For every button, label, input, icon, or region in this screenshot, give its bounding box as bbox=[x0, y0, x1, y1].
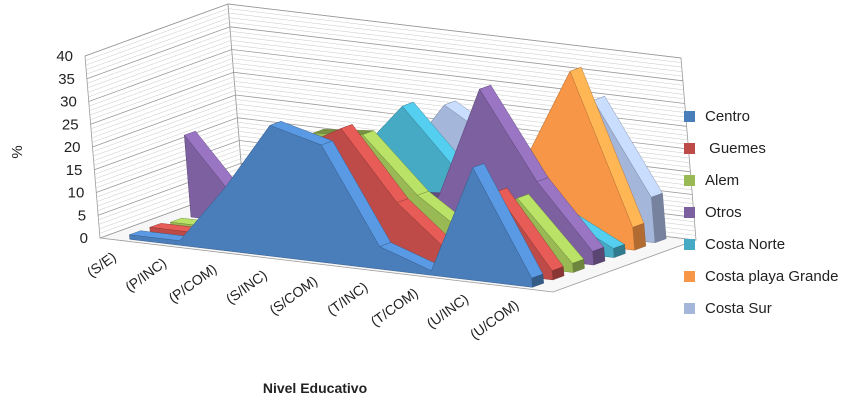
gridline bbox=[88, 44, 685, 100]
legend-swatch bbox=[684, 238, 695, 250]
x-axis-label: Nivel Educativo bbox=[263, 380, 367, 396]
x-tick-label: (P/INC) bbox=[122, 254, 169, 294]
legend-item: Costa playa Grande bbox=[684, 260, 838, 292]
y-tick-label: 10 bbox=[68, 185, 85, 202]
x-tick-label: (S/INC) bbox=[223, 266, 270, 306]
legend: Centro Guemes Alem Otros Costa Norte Costa p… bbox=[684, 100, 838, 324]
y-tick-label: 5 bbox=[78, 207, 86, 224]
gridline bbox=[85, 8, 682, 63]
y-tick-label: 40 bbox=[56, 48, 73, 65]
gridline bbox=[92, 90, 689, 145]
legend-swatch bbox=[684, 270, 695, 282]
gridline bbox=[84, 3, 682, 59]
legend-label: Costa Sur bbox=[705, 299, 772, 317]
gridline bbox=[87, 31, 684, 86]
gridline bbox=[86, 26, 683, 82]
y-axis-label: % bbox=[9, 145, 26, 158]
gridline bbox=[86, 17, 683, 72]
gridline bbox=[85, 12, 682, 68]
legend-item: Costa Sur bbox=[684, 292, 838, 324]
y-tick-label: 15 bbox=[66, 162, 83, 179]
area-front-face bbox=[129, 125, 533, 288]
x-tick-label: (S/E) bbox=[84, 248, 119, 280]
series-centro bbox=[129, 120, 544, 288]
gridline bbox=[92, 94, 689, 150]
legend-label: Alem bbox=[705, 171, 740, 189]
series-layer bbox=[129, 66, 667, 288]
x-tick-label: (S/COM) bbox=[266, 272, 320, 317]
legend-item: Otros bbox=[684, 196, 838, 228]
legend-swatch bbox=[684, 174, 695, 186]
legend-swatch bbox=[684, 110, 695, 122]
gridline bbox=[86, 21, 683, 77]
legend-item: Costa Norte bbox=[684, 228, 838, 260]
y-tick-label: 25 bbox=[62, 116, 79, 133]
legend-swatch bbox=[684, 142, 695, 154]
legend-label: Guemes bbox=[705, 139, 766, 157]
x-tick-label: (U/INC) bbox=[423, 290, 471, 331]
y-tick-label: 0 bbox=[80, 230, 88, 247]
gridline bbox=[89, 62, 686, 118]
legend-label: Costa Norte bbox=[705, 235, 786, 253]
x-tick-label: (P/COM) bbox=[165, 260, 219, 305]
gridline bbox=[90, 67, 687, 122]
legend-swatch bbox=[684, 206, 695, 218]
y-tick-label: 20 bbox=[64, 139, 81, 156]
y-tick-label: 30 bbox=[60, 94, 77, 111]
area-end-cap bbox=[632, 223, 647, 251]
gridline bbox=[89, 58, 686, 113]
legend-item: Centro bbox=[684, 100, 838, 132]
x-tick-label: (T/INC) bbox=[324, 278, 371, 318]
gridline bbox=[88, 49, 685, 104]
gridline bbox=[90, 71, 687, 127]
y-axis-ticks: 0 5 10 15 20 25 30 35 40 bbox=[56, 48, 88, 247]
legend-label: Centro bbox=[705, 107, 751, 125]
gridline bbox=[91, 81, 688, 136]
legend-swatch bbox=[684, 302, 695, 314]
gridline bbox=[90, 76, 688, 132]
legend-item: Alem bbox=[684, 164, 838, 196]
gridline bbox=[91, 85, 688, 141]
gridline bbox=[87, 40, 685, 95]
x-tick-label: (T/COM) bbox=[368, 284, 421, 329]
legend-item: Guemes bbox=[684, 132, 838, 164]
gridline bbox=[87, 35, 684, 91]
gridline bbox=[89, 53, 686, 109]
x-tick-label: (U/COM) bbox=[467, 296, 522, 342]
y-tick-label: 35 bbox=[58, 71, 75, 88]
legend-label: Costa playa Grande bbox=[705, 267, 839, 285]
legend-label: Otros bbox=[705, 203, 742, 221]
